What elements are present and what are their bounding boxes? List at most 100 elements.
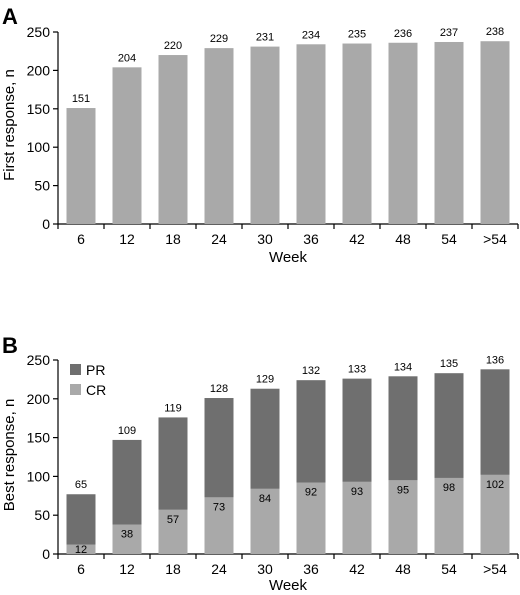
panel-b-x-tick-label: >54: [483, 561, 507, 577]
panel-b-bar-cr: [158, 509, 188, 554]
panel-b-bar-cr-value-label: 98: [443, 482, 455, 494]
panel-a-bar: [480, 41, 510, 224]
legend-label-pr: PR: [86, 362, 105, 378]
panel-a-x-tick-label: 12: [119, 231, 135, 247]
panel-a-x-tick-label: >54: [483, 231, 507, 247]
panel-a-x-tick-label: 42: [349, 231, 365, 247]
panel-b-bar-pr: [250, 388, 280, 489]
panel-b-y-tick-label: 50: [34, 507, 50, 523]
panel-a-bar-value-label: 231: [256, 32, 274, 44]
panel-a-letter: A: [2, 4, 18, 29]
panel-b-bar-pr-value-label: 134: [394, 361, 412, 373]
panel-a-x-tick-label: 18: [165, 231, 181, 247]
panel-b-bar-cr-value-label: 102: [486, 479, 504, 491]
panel-b-bar-cr-value-label: 95: [397, 484, 409, 496]
panel-a-bar: [66, 108, 96, 224]
panel-b-bar-pr-value-label: 132: [302, 365, 320, 377]
panel-a-x-tick-label: 54: [441, 231, 457, 247]
panel-b: B Best response, n Week 0 50 100 150 200 250 6…: [1, 333, 519, 594]
panel-a-y-tick-label: 0: [42, 216, 50, 232]
panel-b-bar-pr-value-label: 65: [75, 479, 87, 491]
panel-b-bar-cr: [250, 488, 280, 554]
panel-b-plot: 0 50 100 150 200 250 6 12 18 24 30 36 42 48 54 >54 12 65 3…: [27, 352, 519, 577]
panel-a-plot: 0 50 100 150 200 250 6 12 18 24 30 36 42 48 54 >54 151 20…: [27, 24, 519, 247]
panel-a-bar-value-label: 220: [164, 40, 182, 52]
panel-a: A First response, n Week 0 50 100 150 200 250…: [1, 4, 519, 266]
panel-b-y-tick-label: 250: [27, 352, 51, 368]
panel-b-bar-cr: [480, 474, 510, 554]
legend-swatch-cr: [70, 384, 81, 395]
panel-a-bar: [388, 42, 418, 224]
panel-a-bar-value-label: 235: [348, 29, 366, 41]
panel-b-bar-pr-value-label: 135: [440, 358, 458, 370]
panel-b-bar-cr-value-label: 93: [351, 486, 363, 498]
panel-a-bar: [342, 43, 372, 224]
panel-a-x-tick-label: 24: [211, 231, 227, 247]
panel-b-x-tick-label: 6: [77, 561, 85, 577]
panel-b-x-tick-label: 24: [211, 561, 227, 577]
panel-b-bar-cr: [204, 497, 234, 554]
panel-a-y-tick-label: 250: [27, 24, 51, 40]
panel-b-bar-cr-value-label: 38: [121, 529, 133, 541]
panel-b-bar-pr-value-label: 129: [256, 374, 274, 386]
panel-b-bar-pr-value-label: 136: [486, 354, 504, 366]
panel-b-bar-cr: [66, 544, 96, 554]
panel-b-y-tick-label: 150: [27, 430, 51, 446]
panel-a-bar: [250, 46, 280, 225]
panel-a-y-tick-label: 200: [27, 62, 51, 78]
panel-b-bar-pr-value-label: 119: [164, 402, 182, 414]
panel-a-bar-value-label: 234: [302, 29, 320, 41]
panel-b-x-tick-label: 30: [257, 561, 273, 577]
panel-a-bar-value-label: 238: [486, 26, 504, 38]
panel-b-x-tick-label: 42: [349, 561, 365, 577]
panel-b-x-tick-label: 54: [441, 561, 457, 577]
panel-b-y-tick-label: 0: [42, 546, 50, 562]
panel-b-bar-pr: [480, 369, 510, 475]
panel-a-bar: [296, 44, 326, 225]
panel-b-y-tick-label: 200: [27, 391, 51, 407]
panel-b-bar-pr: [204, 398, 234, 498]
panel-a-bar: [158, 55, 188, 224]
panel-a-x-tick-label: 36: [303, 231, 319, 247]
panel-b-y-tick-label: 100: [27, 468, 51, 484]
legend-swatch-pr: [70, 364, 81, 375]
panel-b-bar-pr-value-label: 128: [210, 383, 228, 395]
panel-a-y-tick-label: 100: [27, 139, 51, 155]
panel-b-bar-pr: [66, 494, 96, 545]
panel-b-bar-cr-value-label: 92: [305, 487, 317, 499]
panel-a-x-tick-label: 30: [257, 231, 273, 247]
panel-b-bar-cr: [342, 481, 372, 554]
panel-a-bar: [434, 41, 464, 224]
panel-b-letter: B: [2, 333, 18, 358]
panel-a-y-axis-title: First response, n: [1, 69, 18, 181]
panel-b-x-tick-label: 36: [303, 561, 319, 577]
panel-b-bar-pr: [158, 417, 188, 510]
panel-b-x-tick-label: 48: [395, 561, 411, 577]
panel-b-y-axis-title: Best response, n: [1, 399, 18, 512]
panel-b-bar-cr: [112, 524, 142, 554]
panel-b-x-axis-title: Week: [269, 577, 308, 594]
panel-b-x-tick-label: 18: [165, 561, 181, 577]
panel-a-bar: [112, 67, 142, 224]
panel-b-bar-pr: [296, 380, 326, 483]
panel-a-y-tick-label: 50: [34, 178, 50, 194]
panel-b-bar-pr: [434, 373, 464, 478]
panel-b-bar-cr-value-label: 12: [75, 544, 87, 556]
panel-b-bar-pr-value-label: 109: [118, 425, 136, 437]
panel-b-bar-pr: [112, 439, 142, 525]
panel-a-x-tick-label: 48: [395, 231, 411, 247]
panel-a-bar-value-label: 236: [394, 28, 412, 40]
panel-a-bar-value-label: 237: [440, 27, 458, 39]
panel-b-bar-pr-value-label: 133: [348, 364, 366, 376]
panel-b-bar-cr-value-label: 57: [167, 514, 179, 526]
panel-b-bar-cr: [296, 482, 326, 554]
panel-b-bar-cr: [434, 477, 464, 554]
panel-a-bar: [204, 48, 234, 225]
panel-b-bar-pr: [342, 378, 372, 482]
panel-b-bar-cr-value-label: 73: [213, 501, 225, 513]
legend-label-cr: CR: [86, 382, 106, 398]
panel-b-bar-pr: [388, 376, 418, 481]
panel-a-x-axis-title: Week: [269, 249, 308, 266]
panel-a-bar-value-label: 151: [72, 93, 90, 105]
